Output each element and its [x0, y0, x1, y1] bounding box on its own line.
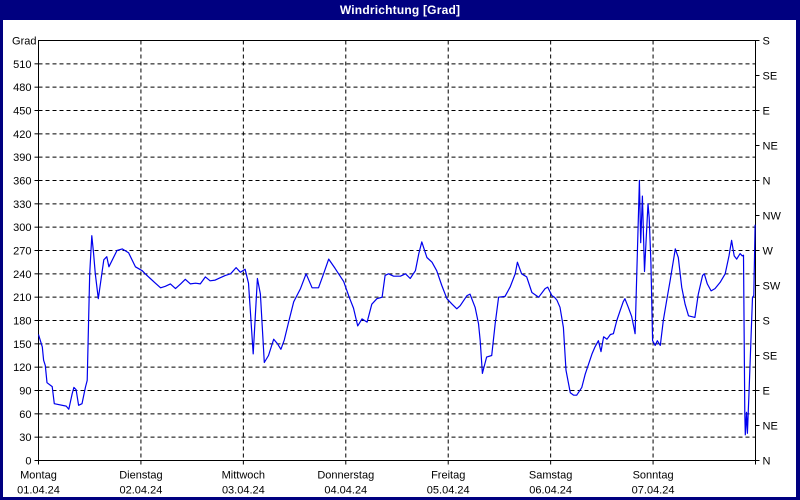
day-name-label: Freitag	[431, 470, 465, 482]
window-title-bar: Windrichtung [Grad]	[0, 0, 800, 20]
day-name-label: Mittwoch	[222, 470, 265, 482]
y-left-tick-label: 180	[13, 316, 31, 328]
day-date-label: 06.04.24	[529, 485, 572, 497]
window-title: Windrichtung [Grad]	[339, 3, 461, 17]
day-name-label: Donnerstag	[317, 470, 374, 482]
day-name-label: Samstag	[529, 470, 572, 482]
chart-panel	[3, 20, 796, 497]
y-left-tick-label: 330	[13, 199, 31, 211]
y-left-tick-label: 60	[19, 409, 31, 421]
y-left-tick-label: 30	[19, 432, 31, 444]
day-name-label: Montag	[20, 470, 57, 482]
day-date-label: 02.04.24	[120, 485, 163, 497]
compass-tick-label: N	[763, 176, 771, 188]
day-date-label: 07.04.24	[632, 485, 675, 497]
y-left-tick-label: 510	[13, 59, 31, 71]
y-left-tick-label: 150	[13, 339, 31, 351]
compass-tick-label: SE	[763, 351, 778, 363]
compass-tick-label: N	[763, 456, 771, 468]
y-left-tick-label: 270	[13, 246, 31, 258]
day-date-label: 01.04.24	[17, 485, 60, 497]
compass-tick-label: SE	[763, 71, 778, 83]
day-date-label: 03.04.24	[222, 485, 265, 497]
compass-tick-label: NE	[763, 141, 778, 153]
y-left-tick-label: 0	[25, 456, 31, 468]
compass-tick-label: E	[763, 106, 770, 118]
y-left-tick-label: 210	[13, 292, 31, 304]
day-name-label: Dienstag	[119, 470, 162, 482]
compass-tick-label: E	[763, 386, 770, 398]
y-left-tick-label: 390	[13, 152, 31, 164]
grad-axis-label: Grad	[12, 36, 36, 48]
compass-tick-label: NW	[763, 211, 782, 223]
compass-tick-label: S	[763, 316, 770, 328]
plot-frame	[38, 40, 756, 461]
y-left-tick-label: 240	[13, 269, 31, 281]
y-left-tick-label: 420	[13, 129, 31, 141]
y-left-tick-label: 480	[13, 82, 31, 94]
day-date-label: 04.04.24	[324, 485, 367, 497]
day-date-label: 05.04.24	[427, 485, 470, 497]
y-left-tick-label: 90	[19, 386, 31, 398]
day-name-label: Sonntag	[633, 470, 674, 482]
y-left-tick-label: 360	[13, 176, 31, 188]
wind-direction-line	[37, 179, 756, 436]
y-left-tick-label: 300	[13, 222, 31, 234]
y-left-tick-label: 120	[13, 362, 31, 374]
compass-tick-label: NE	[763, 421, 778, 433]
compass-tick-label: S	[763, 36, 770, 48]
compass-tick-label: SW	[763, 281, 781, 293]
compass-tick-label: W	[763, 246, 774, 258]
y-left-tick-label: 450	[13, 106, 31, 118]
